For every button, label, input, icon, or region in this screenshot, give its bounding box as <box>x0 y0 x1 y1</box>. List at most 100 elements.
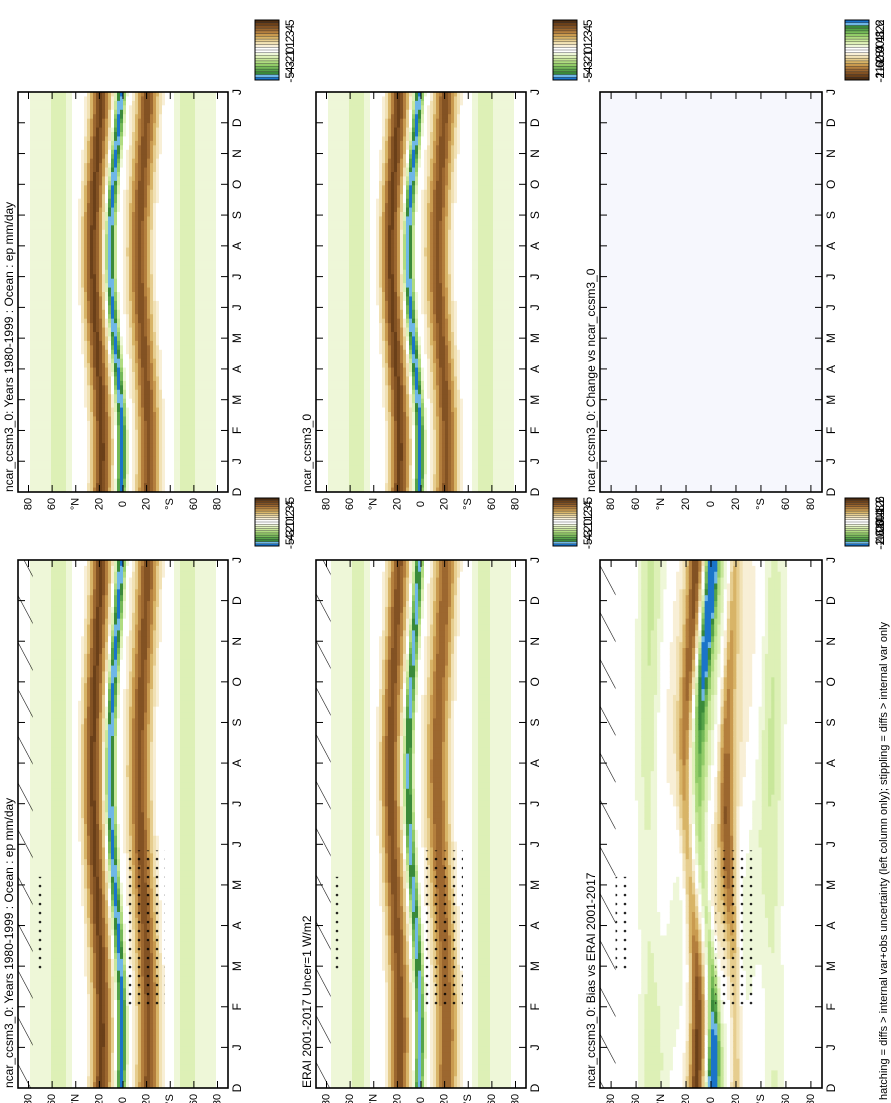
field-cell <box>129 127 133 133</box>
field-cell <box>162 180 166 186</box>
field-cell <box>81 180 85 186</box>
field-cell <box>30 114 34 120</box>
field-cell <box>150 136 154 142</box>
field-cell <box>51 167 55 173</box>
field-cell <box>180 354 184 360</box>
field-cell <box>51 216 55 222</box>
field-cell <box>108 189 112 195</box>
field-cell <box>54 198 58 204</box>
field-cell <box>123 283 127 289</box>
field-cell <box>87 256 91 262</box>
field-cell <box>51 105 55 111</box>
field-cell <box>87 434 91 440</box>
field-cell <box>60 327 64 333</box>
field-cell <box>147 314 151 320</box>
field-cell <box>90 194 94 200</box>
field-cell <box>162 474 166 480</box>
field-cell <box>33 309 37 315</box>
field-cell <box>120 260 124 266</box>
field-cell <box>147 123 151 129</box>
field-cell <box>177 447 181 453</box>
field-cell <box>54 434 58 440</box>
field-cell <box>177 309 181 315</box>
field-cell <box>69 327 73 333</box>
field-cell <box>78 336 82 342</box>
field-cell <box>21 443 25 449</box>
field-cell <box>132 225 136 231</box>
field-cell <box>126 287 130 293</box>
field-cell <box>168 403 172 409</box>
field-cell <box>114 220 118 226</box>
field-cell <box>147 354 151 360</box>
field-cell <box>99 118 103 124</box>
field-cell <box>138 247 142 253</box>
field-cell <box>147 429 151 435</box>
field-cell <box>57 234 61 240</box>
field-cell <box>51 358 55 364</box>
field-cell <box>153 287 157 293</box>
field-cell <box>30 438 34 444</box>
field-cell <box>96 340 100 346</box>
field-cell <box>135 465 139 471</box>
field-cell <box>177 109 181 115</box>
field-cell <box>87 225 91 231</box>
field-cell <box>117 363 121 369</box>
field-cell <box>135 260 139 266</box>
field-cell <box>30 234 34 240</box>
field-cell <box>114 363 118 369</box>
field-cell <box>57 376 61 382</box>
field-cell <box>18 220 22 226</box>
field-cell <box>111 109 115 115</box>
field-cell <box>165 194 169 200</box>
field-cell <box>168 127 172 133</box>
field-cell <box>54 443 58 449</box>
field-cell <box>84 372 88 378</box>
field-cell <box>102 345 106 351</box>
field-cell <box>63 105 67 111</box>
field-cell <box>75 332 79 338</box>
panel-field <box>18 92 228 492</box>
field-cell <box>96 332 100 338</box>
field-cell <box>93 469 97 475</box>
field-cell <box>42 109 46 115</box>
field-cell <box>27 465 31 471</box>
field-cell <box>105 114 109 120</box>
field-cell <box>159 483 163 489</box>
field-cell <box>135 332 139 338</box>
field-cell <box>111 114 115 120</box>
field-cell <box>54 180 58 186</box>
field-cell <box>120 100 124 106</box>
field-cell <box>138 216 142 222</box>
field-cell <box>42 256 46 262</box>
field-cell <box>30 314 34 320</box>
field-cell <box>84 363 88 369</box>
field-cell <box>156 158 160 164</box>
field-cell <box>99 243 103 249</box>
field-cell <box>39 238 43 244</box>
field-cell <box>114 207 118 213</box>
field-cell <box>81 443 85 449</box>
field-cell <box>162 425 166 431</box>
field-cell <box>108 336 112 342</box>
field-cell <box>90 336 94 342</box>
field-cell <box>129 429 133 435</box>
field-cell <box>57 452 61 458</box>
field-cell <box>48 238 52 244</box>
field-cell <box>39 332 43 338</box>
field-cell <box>63 349 67 355</box>
field-cell <box>141 287 145 293</box>
field-cell <box>57 198 61 204</box>
field-cell <box>153 300 157 306</box>
field-cell <box>135 274 139 280</box>
field-cell <box>96 483 100 489</box>
field-cell <box>177 403 181 409</box>
field-cell <box>117 203 121 209</box>
field-cell <box>150 380 154 386</box>
field-cell <box>102 212 106 218</box>
field-cell <box>93 345 97 351</box>
field-cell <box>63 478 67 484</box>
field-cell <box>150 172 154 178</box>
field-cell <box>33 176 37 182</box>
field-cell <box>102 105 106 111</box>
field-cell <box>105 376 109 382</box>
